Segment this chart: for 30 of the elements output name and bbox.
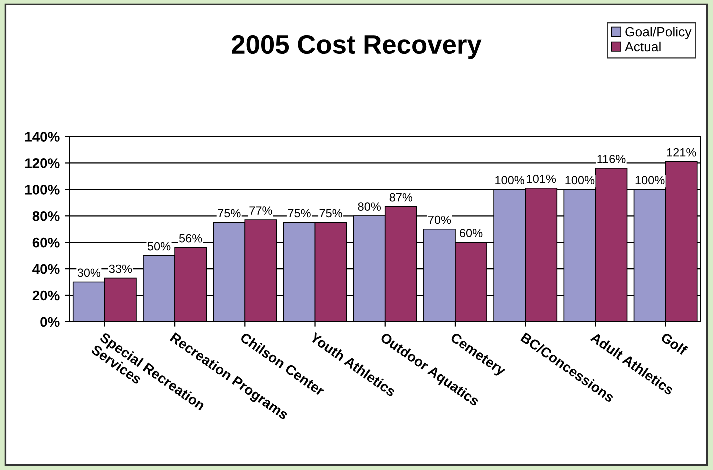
- data-label: 77%: [250, 206, 272, 215]
- data-label: 87%: [390, 193, 413, 202]
- y-tick-label: 0%: [40, 317, 60, 328]
- data-label: 60%: [460, 229, 483, 238]
- y-tick-label: 60%: [32, 238, 60, 248]
- data-label: 50%: [148, 242, 171, 251]
- data-label: 75%: [288, 209, 311, 218]
- legend-label: Actual: [625, 42, 661, 52]
- y-tick-label: 100%: [26, 185, 60, 195]
- y-tick-label: 140%: [26, 132, 60, 142]
- y-tick-label: 120%: [26, 158, 60, 168]
- data-label: 56%: [179, 234, 202, 243]
- data-label: 33%: [109, 264, 132, 274]
- data-label: 100%: [566, 176, 595, 185]
- data-label: 121%: [667, 148, 696, 157]
- data-label: 100%: [636, 176, 665, 185]
- y-tick-label: 40%: [32, 264, 60, 274]
- y-tick-label: 80%: [32, 211, 60, 222]
- data-label: 80%: [358, 202, 381, 212]
- data-label: 101%: [527, 174, 556, 184]
- chart-title: 2005 Cost Recovery: [232, 35, 482, 60]
- data-label: 70%: [428, 216, 452, 224]
- data-label: 100%: [496, 176, 525, 185]
- x-tick-label: Golf: [660, 332, 689, 356]
- data-label: 75%: [320, 209, 342, 218]
- data-label: 75%: [218, 209, 241, 218]
- legend-label: Goal/Policy: [626, 27, 692, 40]
- data-label: 30%: [78, 268, 101, 278]
- y-tick-label: 20%: [32, 290, 60, 301]
- data-label: 116%: [598, 155, 626, 164]
